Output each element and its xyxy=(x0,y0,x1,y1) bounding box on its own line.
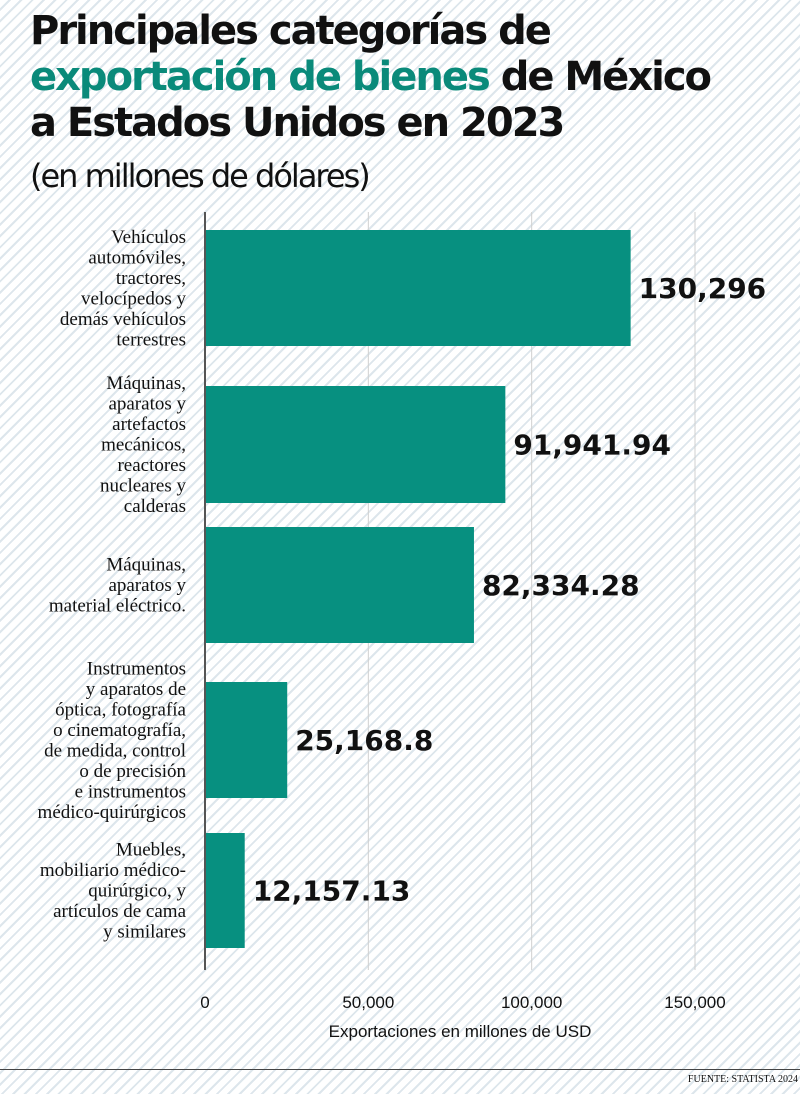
x-tick-label: 50,000 xyxy=(342,993,394,1012)
value-label-2: 82,334.28 xyxy=(482,569,640,602)
bar-4 xyxy=(205,833,245,948)
category-label-2: Máquinas, aparatos y material eléctrico. xyxy=(49,555,187,617)
category-label-line: terrestres xyxy=(116,329,186,350)
chart-title: Principales categorías de exportación de… xyxy=(30,8,790,146)
category-label-line: tractores, xyxy=(116,268,186,289)
category-label-line: material eléctrico. xyxy=(49,596,186,617)
category-label-line: mobiliario médico- xyxy=(40,860,186,881)
bar-2 xyxy=(205,527,474,643)
category-label-line: Máquinas, xyxy=(106,555,186,576)
x-tick-label: 150,000 xyxy=(664,993,725,1012)
bar-3 xyxy=(205,682,288,798)
title-line-1: Principales categorías de xyxy=(30,8,552,54)
category-label-line: y similares xyxy=(103,922,186,943)
category-label-line: velocípedos y xyxy=(81,288,187,309)
value-label-0: 130,296 xyxy=(639,272,767,305)
category-label-0: Vehículos automóviles, tractores, velocíped… xyxy=(60,227,187,351)
category-label-line: artefactos xyxy=(112,414,186,435)
category-label-line: de medida, control xyxy=(44,740,186,761)
source-note: FUENTE: STATISTA 2024 xyxy=(687,1074,798,1085)
category-label-3: Instrumentos y aparatos de óptica, fotogra… xyxy=(38,658,187,823)
bar-0 xyxy=(205,230,631,346)
category-label-line: mecánicos, xyxy=(101,435,186,456)
category-label-line: y aparatos de xyxy=(86,679,186,700)
title-line-2-rest: de México xyxy=(488,54,712,100)
footer-divider xyxy=(0,1069,800,1070)
category-label-line: e instrumentos xyxy=(75,781,186,802)
chart-subtitle: (en millones de dólares) xyxy=(30,157,371,195)
value-label-4: 12,157.13 xyxy=(253,875,411,908)
category-label-line: aparatos y xyxy=(108,575,186,596)
value-label-3: 25,168.8 xyxy=(295,724,433,757)
category-label-line: Máquinas, xyxy=(106,373,186,394)
category-label-1: Máquinas, aparatos y artefactos mecánicos, r… xyxy=(100,373,186,517)
category-label-line: quirúrgico, y xyxy=(88,881,186,902)
category-label-line: demás vehículos xyxy=(60,309,186,330)
value-label-1: 91,941.94 xyxy=(513,429,671,462)
category-label-line: Instrumentos xyxy=(87,658,186,679)
title-accent: exportación de bienes xyxy=(30,54,491,100)
category-label-line: médico-quirúrgicos xyxy=(38,802,186,823)
category-label-line: Muebles, xyxy=(116,840,186,861)
category-label-line: calderas xyxy=(124,496,186,517)
category-label-line: artículos de cama xyxy=(53,901,187,922)
x-tick-label: 0 xyxy=(200,993,209,1012)
title-line-3: a Estados Unidos en 2023 xyxy=(30,100,565,146)
category-label-line: óptica, fotografía xyxy=(55,699,186,720)
bar-1 xyxy=(205,386,506,503)
x-tick-label: 100,000 xyxy=(501,993,562,1012)
category-label-line: aparatos y xyxy=(108,394,186,415)
category-label-line: Vehículos xyxy=(111,227,186,248)
category-label-line: o cinematografía, xyxy=(53,720,186,741)
category-label-line: o de precisión xyxy=(79,761,186,782)
x-axis-title: Exportaciones en millones de USD xyxy=(329,1022,592,1041)
category-label-line: nucleares y xyxy=(100,476,186,497)
category-label-line: reactores xyxy=(117,455,186,476)
category-label-line: automóviles, xyxy=(88,247,186,268)
